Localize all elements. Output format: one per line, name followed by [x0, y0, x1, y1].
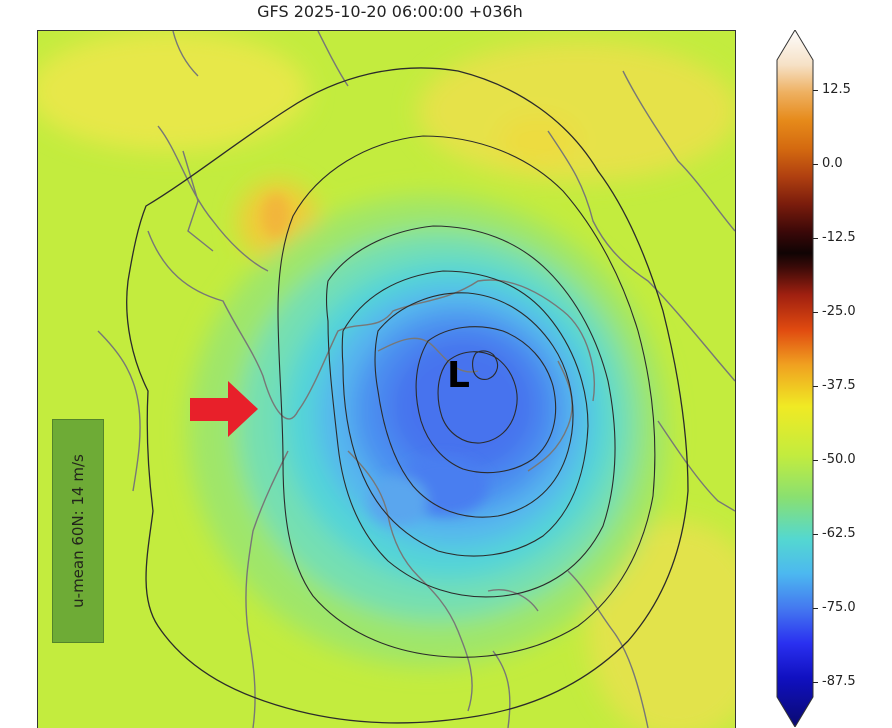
colorbar-tick-label: 12.5	[822, 81, 851, 97]
colorbar-tick-mark	[813, 459, 818, 461]
map-canvas	[38, 31, 735, 728]
colorbar-tick-label: 0.0	[822, 155, 843, 171]
colorbar-tick-mark	[813, 608, 818, 610]
colorbar-tick-label: -37.5	[822, 377, 856, 393]
polar-map-plot	[37, 30, 736, 728]
colorbar-tick-mark	[813, 237, 818, 239]
colorbar-tick-mark	[813, 682, 818, 684]
colorbar-tick-mark	[813, 163, 818, 165]
colorbar-tick-label: -25.0	[822, 303, 856, 319]
u-mean-annotation-text: u-mean 60N: 14 m/s	[69, 454, 87, 608]
contour-lines	[126, 67, 689, 724]
colorbar-tick-label: -87.5	[822, 674, 856, 690]
colorbar-tick-mark	[813, 311, 818, 313]
colorbar-tick-mark	[813, 534, 818, 536]
u-mean-annotation-box: u-mean 60N: 14 m/s	[52, 419, 104, 643]
colorbar-tick-label: -62.5	[822, 526, 856, 542]
colorbar-tick-mark	[813, 385, 818, 387]
red-arrow-icon	[190, 381, 258, 437]
colorbar	[776, 30, 814, 727]
low-pressure-marker: L	[447, 355, 470, 396]
colorbar-tick-mark	[813, 89, 818, 91]
colorbar-tick-label: -12.5	[822, 229, 856, 245]
colorbar-tick-label: -75.0	[822, 600, 856, 616]
colorbar-tick-label: -50.0	[822, 451, 856, 467]
colorbar-gradient	[776, 30, 814, 727]
field-detail	[262, 194, 488, 526]
figure-title: GFS 2025-10-20 06:00:00 +036h	[257, 2, 523, 21]
